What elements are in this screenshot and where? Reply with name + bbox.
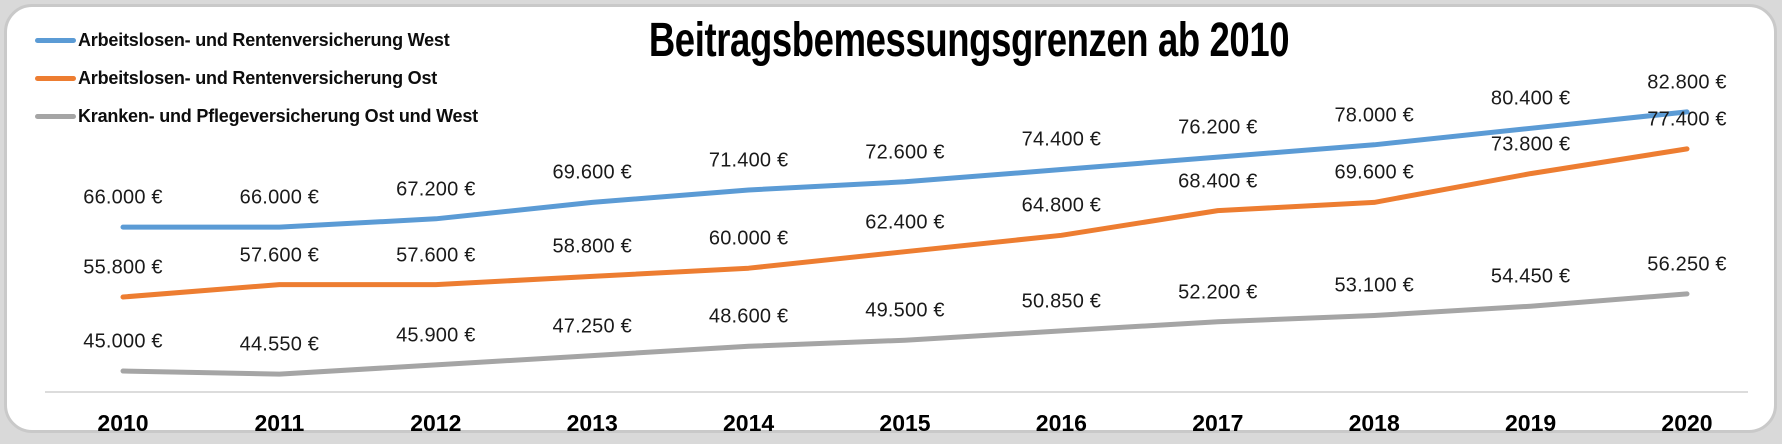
- data-label: 58.800 €: [552, 235, 632, 258]
- legend-item-kranken: Kranken- und Pflegeversicherung Ost und …: [35, 103, 478, 129]
- legend-item-ost: Arbeitslosen- und Rentenversicherung Ost: [35, 65, 478, 91]
- data-label: 52.200 €: [1178, 281, 1258, 304]
- data-label: 71.400 €: [708, 149, 789, 172]
- data-label: 66.000 €: [83, 186, 163, 209]
- legend-line-swatch-ost: [35, 75, 76, 81]
- data-label: 57.600 €: [396, 244, 476, 267]
- data-label: 73.800 €: [1490, 133, 1571, 156]
- x-tick-label: 2019: [1505, 410, 1557, 436]
- data-label: 78.000 €: [1334, 104, 1414, 127]
- data-label: 74.400 €: [1021, 128, 1102, 151]
- data-label: 76.200 €: [1178, 116, 1258, 139]
- chart-panel: [4, 4, 1777, 433]
- x-tick-label: 2018: [1348, 410, 1400, 436]
- data-label: 72.600 €: [865, 141, 945, 164]
- data-label: 54.450 €: [1490, 265, 1571, 288]
- legend-item-west: Arbeitslosen- und Rentenversicherung Wes…: [35, 27, 478, 53]
- x-tick-label: 2012: [410, 410, 462, 436]
- legend-label: Arbeitslosen- und Rentenversicherung Ost: [78, 67, 438, 88]
- data-label: 44.550 €: [239, 333, 320, 356]
- data-label: 62.400 €: [865, 211, 945, 234]
- legend-label: Kranken- und Pflegeversicherung Ost und …: [78, 105, 478, 126]
- x-tick-label: 2010: [97, 410, 149, 436]
- legend-label: Arbeitslosen- und Rentenversicherung Wes…: [78, 29, 450, 50]
- data-label: 45.000 €: [83, 330, 163, 353]
- x-tick-label: 2020: [1661, 410, 1713, 436]
- series-line: [120, 146, 1690, 300]
- x-tick-label: 2017: [1192, 410, 1244, 436]
- data-label: 80.400 €: [1490, 87, 1571, 110]
- data-label: 69.600 €: [552, 161, 632, 184]
- x-tick-label: 2011: [254, 410, 305, 436]
- x-tick-label: 2016: [1035, 410, 1087, 436]
- data-label: 68.400 €: [1178, 170, 1258, 193]
- data-label: 66.000 €: [239, 186, 320, 209]
- data-label: 45.900 €: [396, 324, 476, 347]
- series-line: [120, 109, 1690, 230]
- data-label: 67.200 €: [396, 178, 476, 201]
- x-tick-label: 2015: [879, 410, 931, 436]
- x-tick-label: 2013: [566, 410, 618, 436]
- data-label: 55.800 €: [83, 256, 163, 279]
- x-axis-line: [45, 391, 1748, 393]
- data-label: 53.100 €: [1334, 274, 1414, 297]
- data-label: 48.600 €: [708, 305, 789, 328]
- data-label: 49.500 €: [865, 299, 945, 322]
- data-label: 60.000 €: [708, 227, 789, 250]
- chart-title: Beitragsbemessungsgrenzen ab 2010: [648, 14, 1290, 67]
- data-label: 69.600 €: [1334, 161, 1414, 184]
- data-label: 82.800 €: [1647, 71, 1727, 94]
- data-label: 57.600 €: [239, 244, 320, 267]
- x-tick-label: 2014: [723, 410, 775, 436]
- data-label: 56.250 €: [1647, 253, 1727, 276]
- series-line: [120, 291, 1690, 377]
- legend-line-swatch-west: [35, 37, 76, 43]
- legend-line-swatch-kranken: [35, 113, 76, 119]
- data-label: 64.800 €: [1021, 194, 1102, 217]
- data-label: 47.250 €: [552, 315, 632, 338]
- data-label: 50.850 €: [1021, 290, 1102, 313]
- legend: Arbeitslosen- und Rentenversicherung Wes…: [35, 27, 478, 141]
- data-label: 77.400 €: [1647, 108, 1727, 131]
